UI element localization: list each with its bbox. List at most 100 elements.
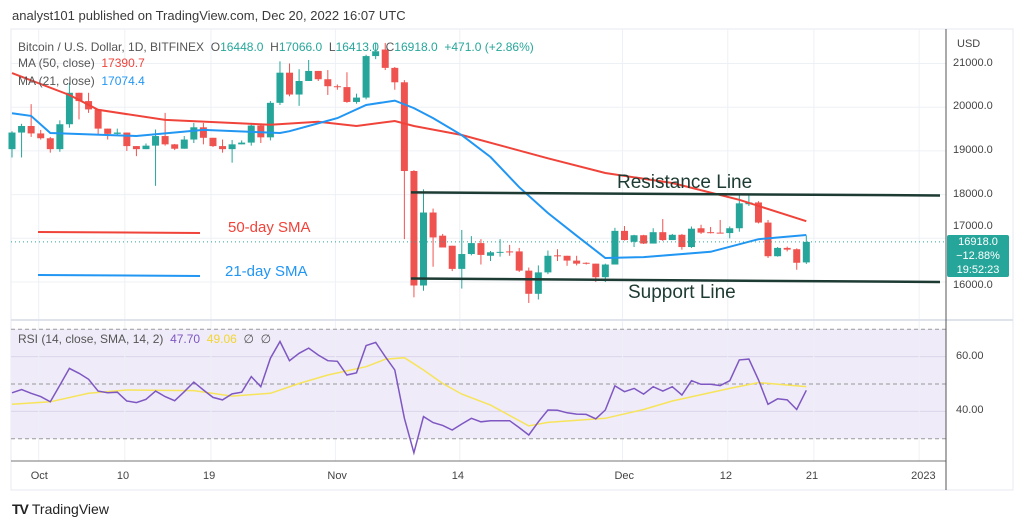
candle-body bbox=[774, 247, 782, 257]
ma50-value: 17390.7 bbox=[101, 56, 145, 70]
rsi-value: 47.70 bbox=[170, 332, 201, 346]
time-tick-label: 2023 bbox=[911, 470, 936, 482]
na-value-1: ∅ bbox=[243, 332, 254, 346]
candle-body bbox=[764, 222, 772, 257]
candle-body bbox=[573, 260, 581, 264]
chart-frame bbox=[10, 28, 1014, 491]
candle-body bbox=[123, 132, 131, 147]
candle-body bbox=[343, 87, 351, 102]
rsi-label: RSI (14, close, SMA, 14, 2) bbox=[18, 332, 164, 346]
candle-body bbox=[640, 235, 648, 244]
candle-body bbox=[630, 235, 638, 242]
rsi-legend[interactable]: RSI (14, close, SMA, 14, 2) 47.70 49.06 … bbox=[18, 332, 271, 346]
sma50-legend-line bbox=[37, 231, 201, 234]
open-value: 16448.0 bbox=[220, 40, 264, 54]
candle-body bbox=[448, 245, 456, 269]
time-tick-label: 14 bbox=[451, 470, 465, 482]
candle-body bbox=[142, 145, 150, 150]
last-price-label: 16918.0 −12.88% 19:52:23 bbox=[947, 235, 1009, 277]
candle-body bbox=[783, 247, 791, 250]
candle-body bbox=[247, 125, 255, 143]
candle-body bbox=[286, 72, 294, 95]
candle-body bbox=[458, 254, 466, 269]
candle-body bbox=[8, 132, 16, 150]
na-value-2: ∅ bbox=[260, 332, 272, 346]
candle-body bbox=[353, 97, 361, 102]
candle-body bbox=[429, 212, 437, 238]
candle-body bbox=[171, 144, 179, 149]
candle-body bbox=[94, 109, 102, 129]
candle-body bbox=[553, 255, 561, 257]
candle-body bbox=[793, 249, 801, 263]
candle-body bbox=[372, 51, 380, 57]
candle-body bbox=[333, 86, 341, 88]
price-axis-unit: USD bbox=[957, 38, 981, 50]
candle-body bbox=[687, 228, 695, 248]
candle-body bbox=[496, 251, 504, 253]
price-tick-label: 21000.0 bbox=[953, 56, 993, 69]
candle-body bbox=[65, 92, 73, 125]
candle-body bbox=[477, 243, 485, 255]
close-label: C bbox=[385, 40, 395, 54]
candle-body bbox=[611, 230, 619, 265]
candle-body bbox=[439, 235, 447, 248]
support-line bbox=[410, 277, 941, 284]
candle-body bbox=[410, 171, 418, 286]
time-tick-label: Oct bbox=[30, 470, 48, 482]
candle-body bbox=[228, 144, 236, 150]
rsi-tick-label: 60.00 bbox=[956, 349, 984, 362]
candle-body bbox=[420, 212, 428, 286]
time-tick-label: 10 bbox=[116, 470, 130, 482]
rsi-ma-line bbox=[11, 356, 807, 427]
time-tick-label: Dec bbox=[614, 470, 635, 482]
time-tick-label: 12 bbox=[719, 470, 732, 482]
candle-body bbox=[534, 272, 542, 294]
candle-body bbox=[400, 82, 408, 172]
price-tick-label: 16000.0 bbox=[953, 279, 993, 291]
low-label: L bbox=[328, 40, 336, 54]
candle-body bbox=[726, 228, 734, 234]
candle-body bbox=[161, 136, 169, 145]
time-tick-label: Nov bbox=[327, 470, 347, 482]
symbol-legend: Bitcoin / U.S. Dollar, 1D, BITFINEX O164… bbox=[18, 40, 534, 54]
price-tick-label: 20000.0 bbox=[953, 100, 993, 113]
tradingview-brand[interactable]: TV TradingView bbox=[12, 501, 109, 517]
ma21-value: 17074.4 bbox=[101, 74, 145, 88]
price-tick-label: 19000.0 bbox=[953, 143, 993, 156]
candle-body bbox=[659, 232, 667, 241]
candle-body bbox=[467, 243, 475, 255]
candle-body bbox=[525, 270, 533, 294]
ma21-legend[interactable]: MA (21, close) 17074.4 bbox=[18, 74, 145, 88]
close-value: 16918.0 bbox=[394, 40, 438, 54]
sma21-annotation: 21-day SMA bbox=[225, 263, 308, 280]
rsi-line bbox=[11, 339, 807, 456]
resistance-line bbox=[410, 191, 941, 197]
candle-body bbox=[582, 262, 590, 264]
candle-body bbox=[209, 137, 217, 147]
candle-body bbox=[199, 127, 207, 138]
ma21-label: MA (21, close) bbox=[18, 74, 95, 88]
support-line-label: Support Line bbox=[628, 282, 736, 303]
candle-body bbox=[515, 251, 523, 271]
candle-body bbox=[305, 70, 313, 81]
rsi-tick-label: 40.00 bbox=[956, 404, 984, 417]
candle-body bbox=[649, 232, 657, 244]
candle-body bbox=[707, 232, 715, 234]
candle-body bbox=[113, 132, 121, 134]
candle-body bbox=[238, 142, 246, 145]
candle-body bbox=[46, 138, 54, 150]
candle-body bbox=[266, 102, 274, 138]
candle-body bbox=[391, 67, 399, 83]
ma50-legend[interactable]: MA (50, close) 17390.7 bbox=[18, 56, 145, 70]
candle-body bbox=[735, 203, 743, 229]
candle-body bbox=[75, 92, 83, 102]
candle-body bbox=[37, 133, 45, 139]
candle-body bbox=[324, 79, 332, 87]
candle-body bbox=[678, 234, 686, 248]
high-value: 17066.0 bbox=[278, 40, 323, 54]
candle-body bbox=[754, 202, 762, 223]
high-label: H bbox=[270, 40, 279, 54]
candle-body bbox=[104, 128, 112, 134]
